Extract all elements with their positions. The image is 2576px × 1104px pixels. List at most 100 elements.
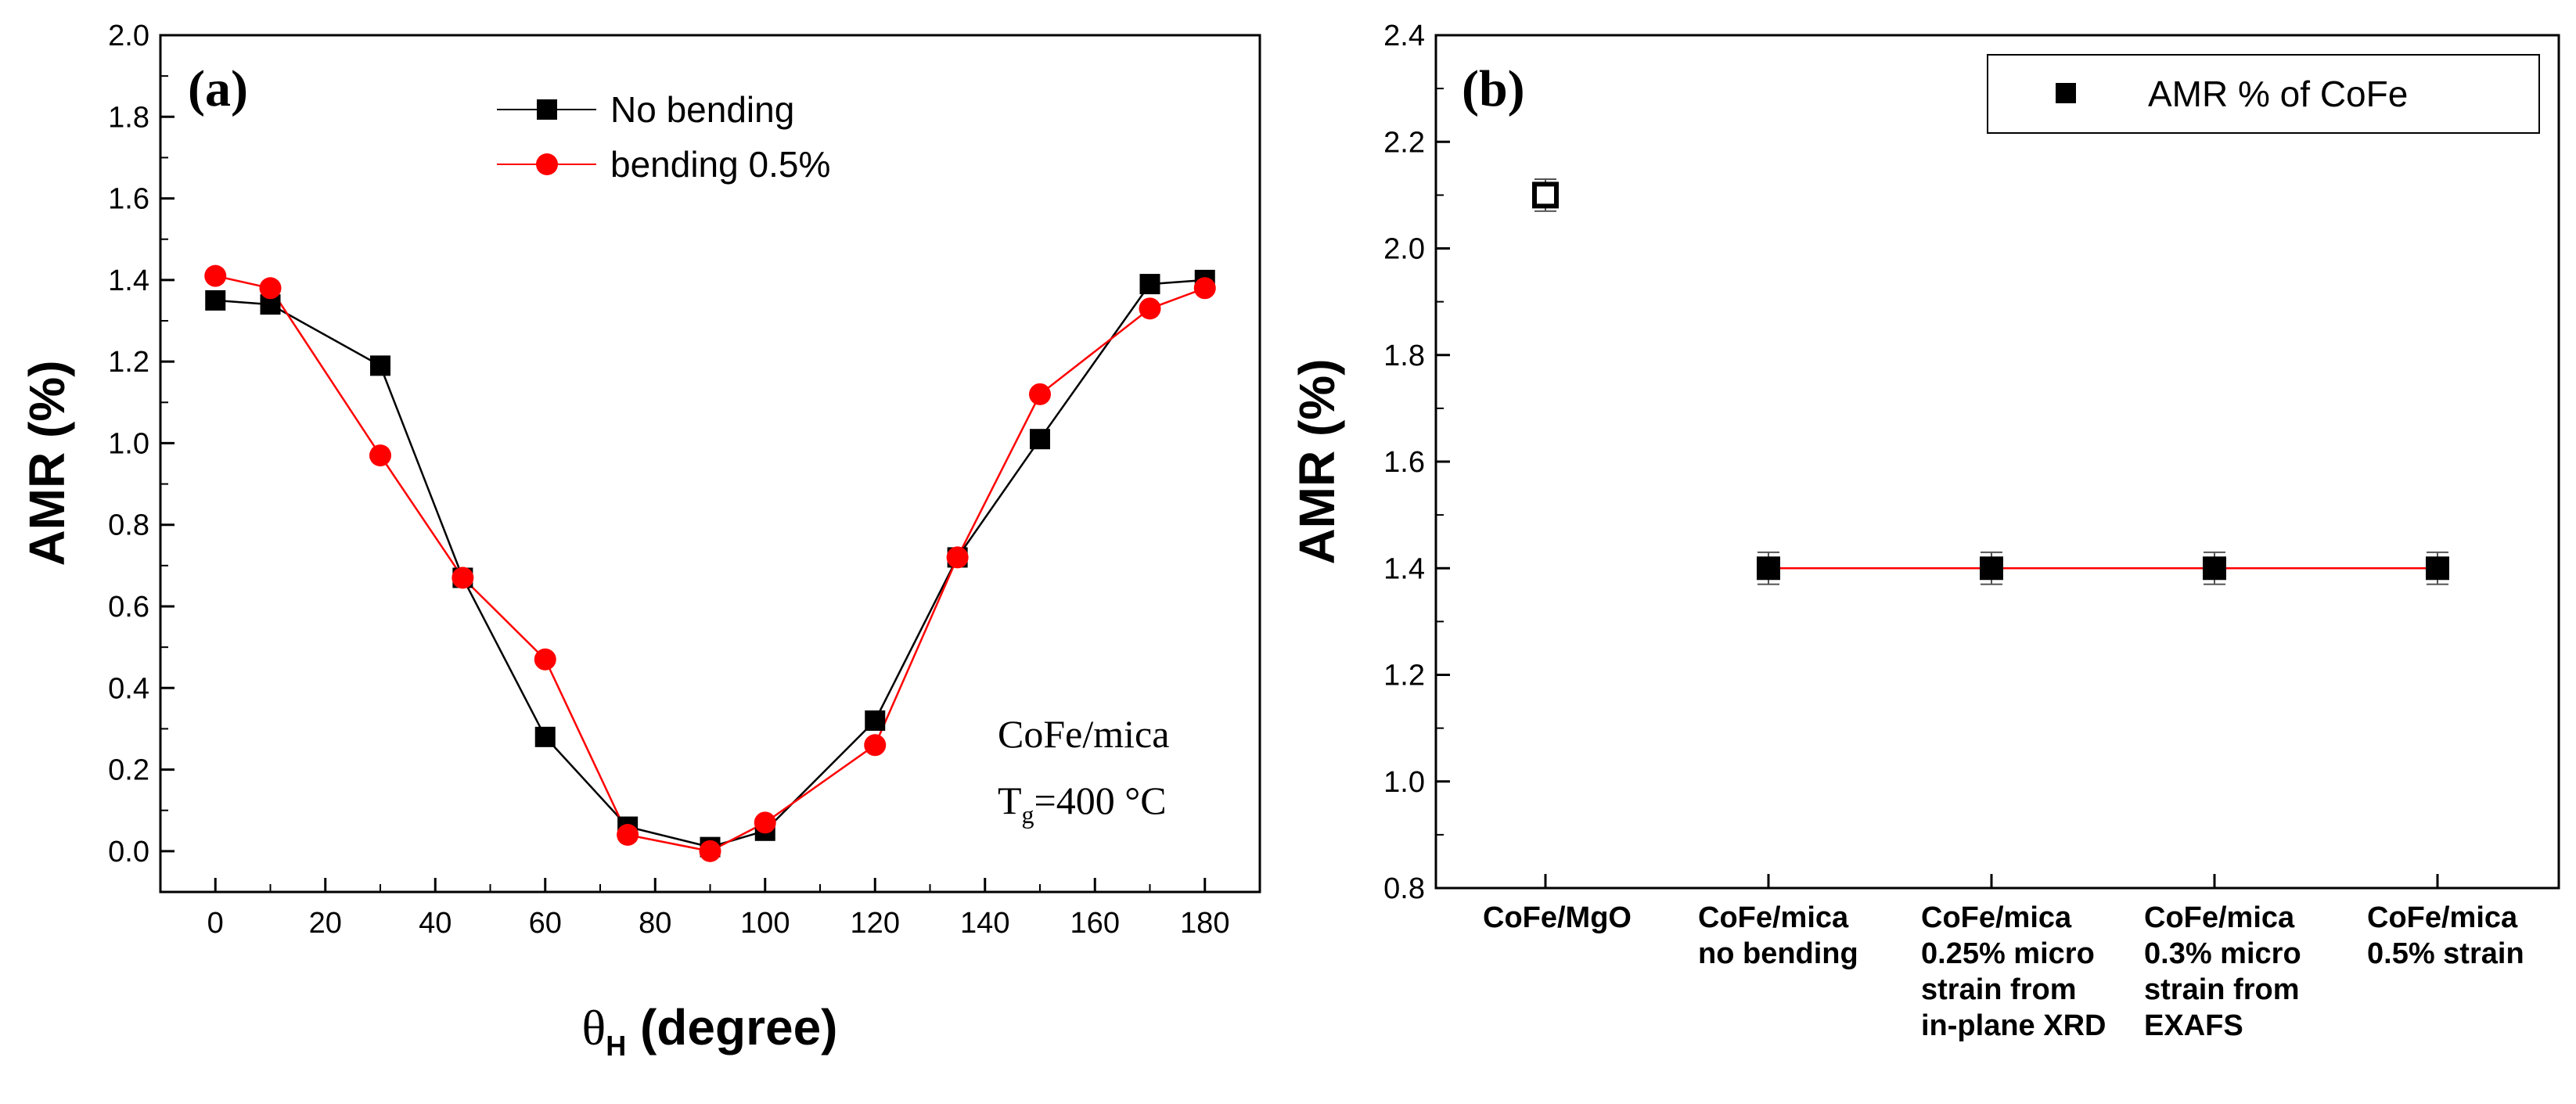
data-point-b	[2426, 556, 2449, 581]
y-tick-label-b: 2.4	[1383, 20, 1425, 52]
x-tick-label-a: 60	[529, 907, 562, 940]
annotation-sample-a: CoFe/mica Tg=400 °C	[998, 712, 1169, 829]
series-group-b	[1532, 178, 2449, 585]
data-point-a-bending	[259, 277, 282, 300]
annotation-line1: CoFe/mica	[998, 712, 1169, 756]
series-line-a-1	[215, 275, 1206, 853]
category-label-line: strain from	[2144, 973, 2299, 1006]
x-axis-title-a: θH (degree)	[582, 999, 838, 1062]
x-tick-label-a: 140	[960, 907, 1009, 940]
category-label-line: CoFe/mica	[1698, 901, 1849, 934]
legend-b-box	[1987, 54, 2540, 134]
data-point-a-no-bending	[1139, 274, 1160, 295]
data-point-a-bending	[754, 811, 776, 834]
category-label-line: CoFe/mica	[2144, 901, 2295, 934]
category-label-line: CoFe/mica	[1921, 901, 2072, 934]
y-tick-label-a: 2.0	[108, 20, 149, 52]
y-tick-label-a: 1.6	[108, 183, 149, 216]
y-tick-label-a: 0.8	[108, 509, 149, 542]
legend-a-label-bending: bending 0.5%	[610, 144, 830, 185]
annotation-T: T	[998, 779, 1022, 822]
y-tick-label-a: 1.0	[108, 427, 149, 460]
y-tick-label-a: 1.2	[108, 346, 149, 379]
panel-label-b: (b)	[1462, 60, 1525, 117]
category-label-line: CoFe/MgO	[1483, 901, 1632, 934]
plot-frame-b	[1434, 34, 2560, 890]
category-label-line: CoFe/mica	[2367, 901, 2518, 934]
data-point-a-bending	[1029, 383, 1051, 405]
category-label-line: 0.25% micro	[1921, 937, 2095, 970]
x-tick-label-a: 160	[1070, 907, 1120, 940]
panel-label-a: (a)	[188, 60, 248, 117]
x-axis-title-rest: (degree)	[626, 999, 837, 1055]
data-point-a-bending	[699, 840, 721, 862]
series-group-a	[204, 264, 1216, 862]
x-tick-label-a: 40	[419, 907, 452, 940]
data-point-b	[1757, 556, 1780, 581]
x-tick-label-a: 180	[1180, 907, 1229, 940]
y-tick-label-b: 1.4	[1383, 552, 1425, 585]
y-tick-label-a: 0.6	[108, 591, 149, 624]
category-label-b: CoFe/mica 0.25% micro strain from in-plane …	[1921, 901, 2106, 1042]
annotation-line2: Tg=400 °C	[998, 779, 1167, 829]
y-axis-ticks-b: 0.8 1.0 1.2 1.4 1.6 1.8 2.0 2.2 2.4	[1383, 20, 1450, 905]
x-tick-label-a: 20	[309, 907, 342, 940]
y-tick-label-b: 1.8	[1383, 340, 1425, 372]
y-axis-title-b: AMR (%)	[1289, 358, 1345, 564]
category-label-line: 0.5% strain	[2367, 937, 2524, 970]
y-tick-label-a: 0.0	[108, 836, 149, 868]
category-label-b: CoFe/mica 0.5% strain	[2367, 901, 2524, 970]
data-point-a-bending	[452, 566, 474, 589]
y-tick-label-a: 0.4	[108, 672, 149, 705]
y-axis-title-a: AMR (%)	[19, 360, 75, 566]
x-axis-title-sub: H	[606, 1030, 626, 1062]
data-point-b-open	[1532, 182, 1559, 209]
data-point-a-bending	[1139, 297, 1161, 320]
data-point-a-bending	[946, 546, 969, 569]
x-tick-label-a: 120	[851, 907, 900, 940]
panel-a-amr-vs-angle: 0.0 0.2 0.4 0.6 0.8 1.0 1.2 1.4 1.6 1.8 2.0 0 20 40 6…	[19, 20, 1261, 1062]
legend-a: No bending bending 0.5%	[497, 89, 830, 185]
y-tick-label-a: 0.2	[108, 754, 149, 787]
x-axis-ticks-a: 0 20 40 60 80 100 120 140 160 180	[160, 878, 1261, 940]
data-point-a-bending	[204, 264, 227, 287]
category-label-line: in-plane XRD	[1921, 1009, 2106, 1042]
data-point-a-bending	[617, 824, 639, 846]
data-point-a-no-bending	[205, 289, 226, 311]
category-label-b: CoFe/mica no bending	[1698, 901, 1858, 970]
y-tick-label-b: 1.6	[1383, 446, 1425, 479]
x-axis-title-theta: θ	[582, 1000, 606, 1055]
y-tick-label-b: 2.0	[1383, 233, 1425, 266]
y-tick-label-b: 1.2	[1383, 660, 1425, 692]
data-point-b	[1980, 556, 2003, 581]
data-point-b	[2203, 556, 2226, 581]
panel-b-amr-by-sample: 0.8 1.0 1.2 1.4 1.6 1.8 2.0 2.2 2.4 CoFe/MgO CoFe…	[1289, 20, 2560, 1042]
category-label-line: strain from	[1921, 973, 2076, 1006]
data-point-a-bending	[1193, 277, 1216, 300]
y-axis-ticks-a: 0.0 0.2 0.4 0.6 0.8 1.0 1.2 1.4 1.6 1.8 2.0	[108, 20, 174, 868]
data-point-a-no-bending	[865, 710, 886, 731]
y-tick-label-a: 1.8	[108, 101, 149, 134]
y-tick-label-a: 1.4	[108, 264, 149, 297]
data-point-a-no-bending	[1030, 429, 1050, 450]
legend-b: AMR % of CoFe	[1987, 54, 2540, 134]
category-label-line: no bending	[1698, 937, 1858, 970]
series-line-a-0	[215, 279, 1205, 848]
category-label-line: 0.3% micro	[2144, 937, 2301, 970]
data-point-a-no-bending	[370, 355, 390, 376]
annotation-sub: g	[1022, 800, 1034, 829]
x-tick-label-a: 80	[639, 907, 671, 940]
y-tick-label-b: 2.2	[1383, 126, 1425, 159]
legend-b-marker	[2056, 83, 2076, 103]
data-point-a-bending	[864, 734, 887, 757]
y-tick-label-b: 0.8	[1383, 872, 1425, 905]
category-label-b: CoFe/MgO	[1483, 901, 1632, 934]
legend-b-label: AMR % of CoFe	[2148, 74, 2408, 114]
x-tick-label-a: 100	[740, 907, 790, 940]
legend-a-marker-bending	[536, 153, 558, 175]
x-tick-label-a: 0	[207, 907, 224, 940]
data-point-a-bending	[534, 648, 556, 671]
legend-a-marker-no-bending	[537, 99, 557, 120]
